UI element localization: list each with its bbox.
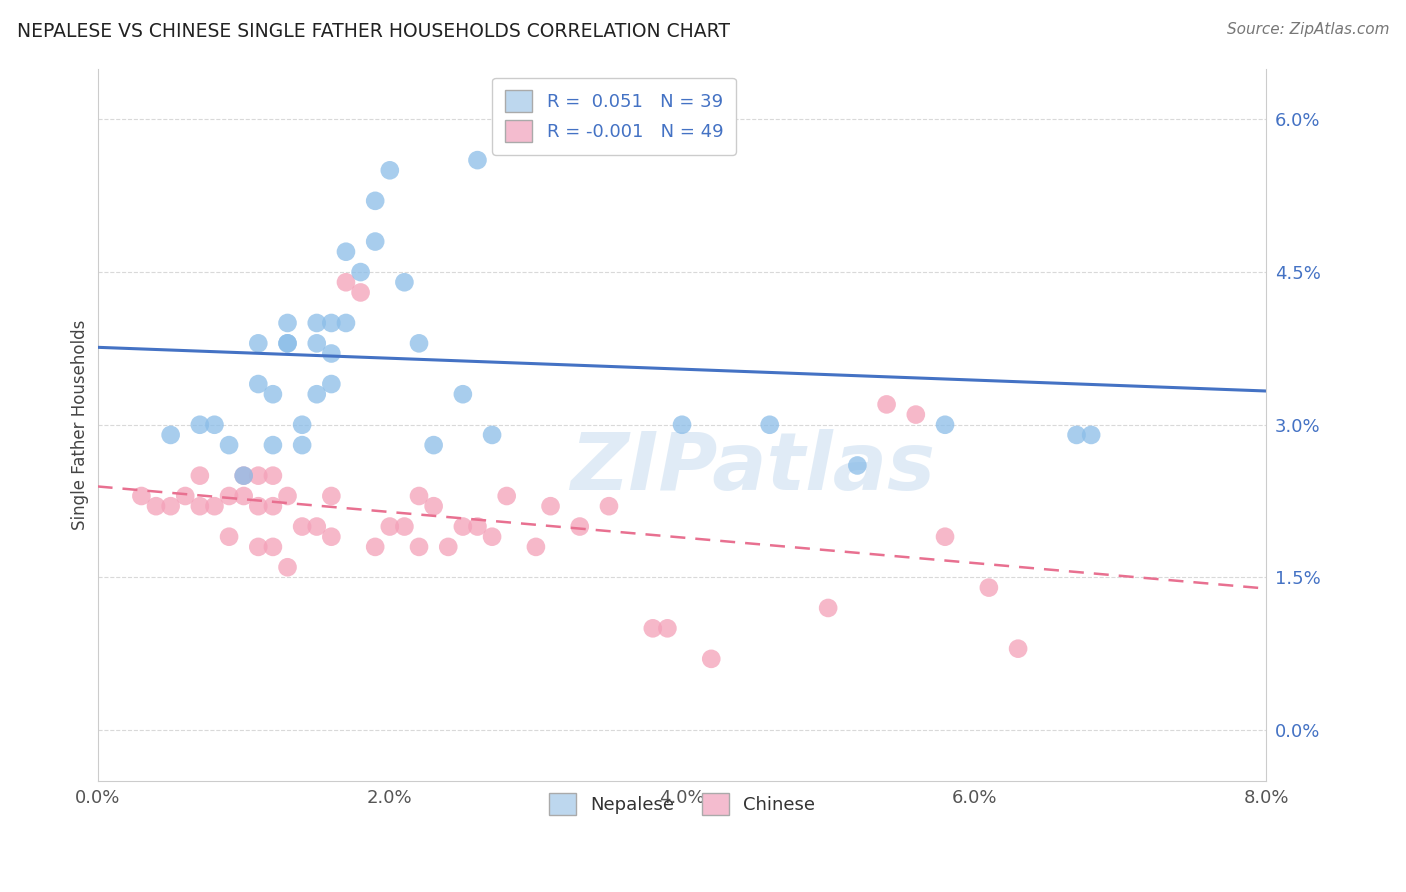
Point <box>349 265 371 279</box>
Point <box>817 601 839 615</box>
Point <box>131 489 153 503</box>
Point <box>394 519 416 533</box>
Point <box>291 519 314 533</box>
Point <box>262 438 284 452</box>
Point <box>451 387 474 401</box>
Point <box>174 489 197 503</box>
Point <box>145 499 167 513</box>
Point <box>467 519 489 533</box>
Point <box>247 377 270 392</box>
Point <box>321 346 343 360</box>
Point <box>451 519 474 533</box>
Point <box>378 163 401 178</box>
Point <box>685 112 707 127</box>
Point <box>321 377 343 392</box>
Point <box>276 316 298 330</box>
Point <box>262 468 284 483</box>
Point <box>188 468 211 483</box>
Point <box>305 519 328 533</box>
Point <box>305 387 328 401</box>
Point <box>641 621 664 635</box>
Point <box>364 194 387 208</box>
Point <box>276 489 298 503</box>
Point <box>247 499 270 513</box>
Point <box>305 336 328 351</box>
Point <box>481 428 503 442</box>
Point <box>204 417 226 432</box>
Point <box>437 540 460 554</box>
Point <box>188 499 211 513</box>
Point <box>276 560 298 574</box>
Point <box>408 540 430 554</box>
Point <box>481 530 503 544</box>
Point <box>1066 428 1088 442</box>
Point <box>335 244 357 259</box>
Point <box>232 489 254 503</box>
Point <box>262 540 284 554</box>
Point <box>247 540 270 554</box>
Point <box>232 468 254 483</box>
Point <box>1007 641 1029 656</box>
Point <box>247 336 270 351</box>
Point <box>218 489 240 503</box>
Point <box>524 540 547 554</box>
Point <box>394 275 416 289</box>
Point <box>159 428 181 442</box>
Point <box>232 468 254 483</box>
Text: NEPALESE VS CHINESE SINGLE FATHER HOUSEHOLDS CORRELATION CHART: NEPALESE VS CHINESE SINGLE FATHER HOUSEH… <box>17 22 730 41</box>
Point <box>846 458 869 473</box>
Text: Source: ZipAtlas.com: Source: ZipAtlas.com <box>1226 22 1389 37</box>
Point <box>378 519 401 533</box>
Point <box>408 336 430 351</box>
Point <box>335 316 357 330</box>
Point <box>671 417 693 432</box>
Legend: Nepalese, Chinese: Nepalese, Chinese <box>538 781 825 825</box>
Point <box>422 438 444 452</box>
Point <box>977 581 1000 595</box>
Point <box>204 499 226 513</box>
Point <box>657 621 679 635</box>
Point <box>422 499 444 513</box>
Point <box>934 530 956 544</box>
Point <box>247 468 270 483</box>
Point <box>218 530 240 544</box>
Text: ZIPatlas: ZIPatlas <box>569 428 935 507</box>
Point <box>321 530 343 544</box>
Point <box>758 417 780 432</box>
Point <box>408 489 430 503</box>
Point <box>262 499 284 513</box>
Point <box>291 438 314 452</box>
Point <box>364 540 387 554</box>
Point <box>218 438 240 452</box>
Point <box>876 397 898 411</box>
Point <box>291 417 314 432</box>
Point <box>321 489 343 503</box>
Point <box>495 489 517 503</box>
Point <box>598 499 620 513</box>
Point <box>321 316 343 330</box>
Point <box>568 519 591 533</box>
Point <box>540 499 562 513</box>
Point <box>904 408 927 422</box>
Point <box>276 336 298 351</box>
Point <box>364 235 387 249</box>
Point <box>1080 428 1102 442</box>
Point <box>700 652 723 666</box>
Point <box>349 285 371 300</box>
Point <box>159 499 181 513</box>
Point <box>934 417 956 432</box>
Point <box>262 387 284 401</box>
Point <box>335 275 357 289</box>
Y-axis label: Single Father Households: Single Father Households <box>72 319 89 530</box>
Point <box>305 316 328 330</box>
Point <box>467 153 489 168</box>
Point <box>276 336 298 351</box>
Point <box>188 417 211 432</box>
